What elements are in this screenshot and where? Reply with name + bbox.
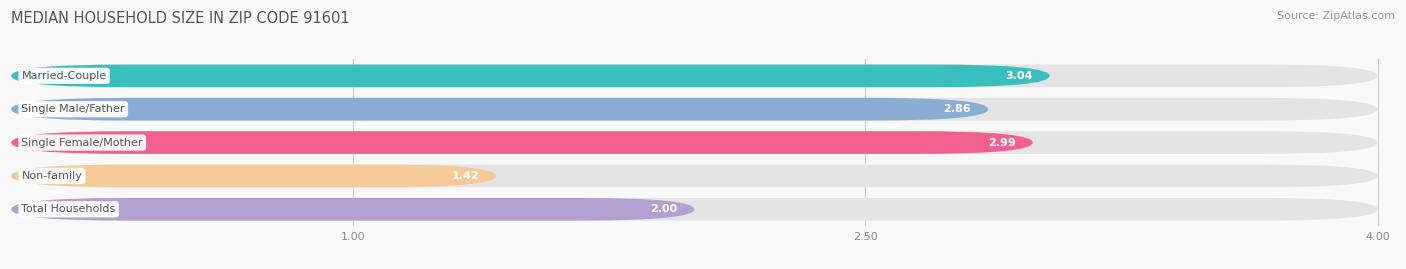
Text: 2.99: 2.99: [988, 137, 1015, 148]
Text: 2.86: 2.86: [943, 104, 972, 114]
Text: Non-family: Non-family: [21, 171, 83, 181]
FancyBboxPatch shape: [11, 198, 695, 221]
Text: Single Female/Mother: Single Female/Mother: [21, 137, 143, 148]
FancyBboxPatch shape: [11, 65, 1050, 87]
FancyBboxPatch shape: [11, 131, 1032, 154]
Text: 2.00: 2.00: [650, 204, 678, 214]
FancyBboxPatch shape: [11, 165, 496, 187]
Text: Married-Couple: Married-Couple: [21, 71, 107, 81]
Text: 3.04: 3.04: [1005, 71, 1032, 81]
FancyBboxPatch shape: [11, 131, 1378, 154]
FancyBboxPatch shape: [11, 198, 1378, 221]
Text: Source: ZipAtlas.com: Source: ZipAtlas.com: [1277, 11, 1395, 21]
Text: MEDIAN HOUSEHOLD SIZE IN ZIP CODE 91601: MEDIAN HOUSEHOLD SIZE IN ZIP CODE 91601: [11, 11, 350, 26]
Text: Total Households: Total Households: [21, 204, 115, 214]
Text: Single Male/Father: Single Male/Father: [21, 104, 125, 114]
FancyBboxPatch shape: [11, 98, 1378, 121]
Text: 1.42: 1.42: [451, 171, 479, 181]
FancyBboxPatch shape: [11, 65, 1378, 87]
FancyBboxPatch shape: [11, 98, 988, 121]
FancyBboxPatch shape: [11, 165, 1378, 187]
